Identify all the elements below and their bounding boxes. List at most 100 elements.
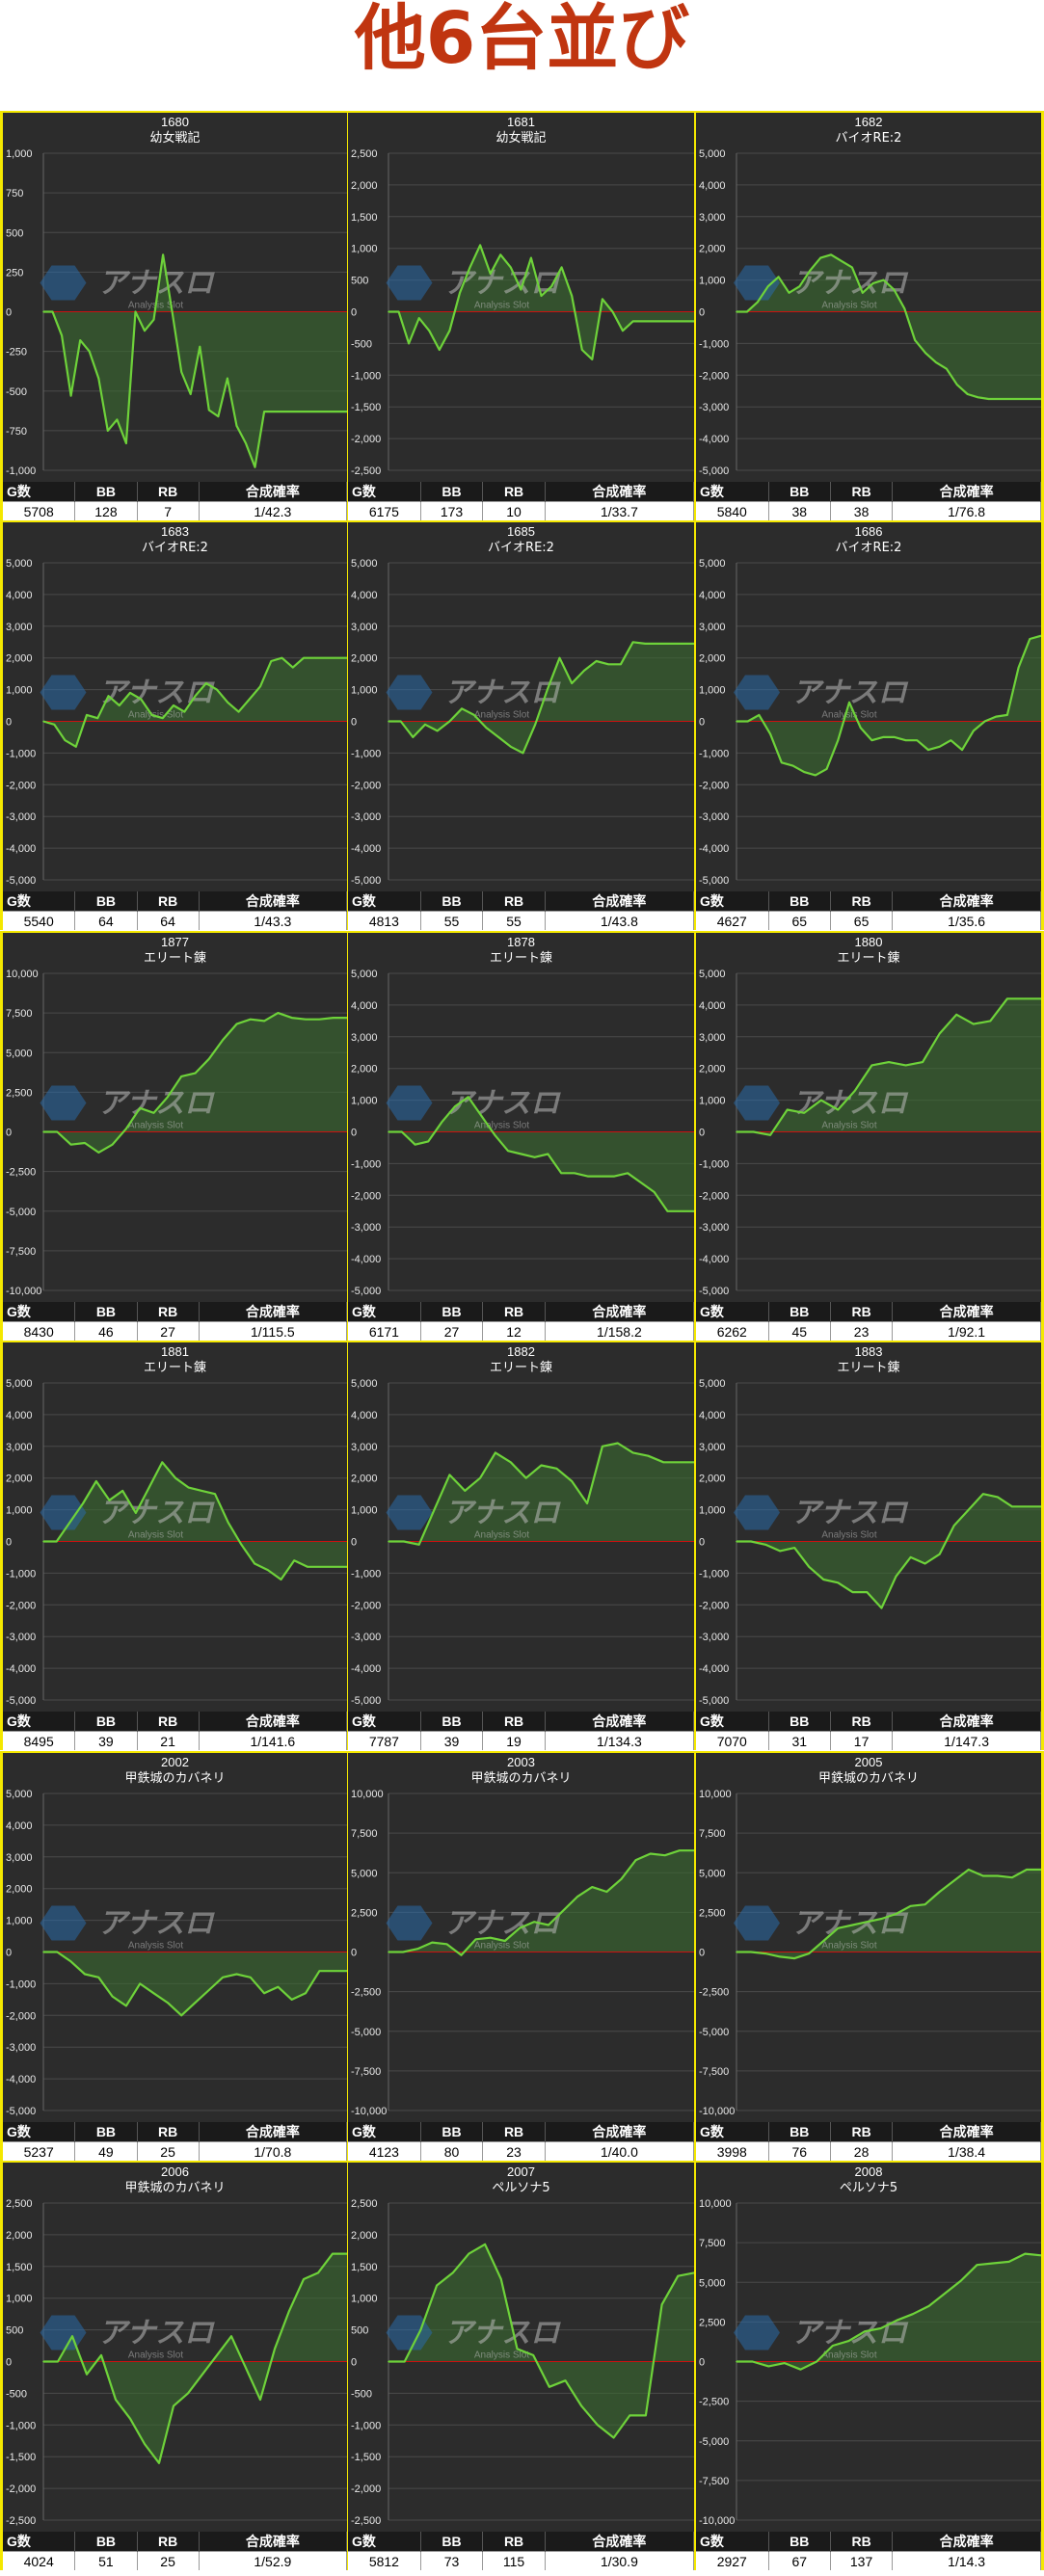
y-tick-label: 0: [351, 717, 357, 729]
data-point: [522, 752, 524, 755]
data-point: [854, 1089, 856, 1092]
y-tick-label: -2,500: [351, 1987, 381, 1999]
data-point: [764, 1543, 766, 1546]
data-point: [307, 1566, 308, 1568]
watermark-subtext: Analysis Slot: [128, 1941, 183, 1952]
y-tick-label: 2,000: [699, 1474, 726, 1485]
data-point: [108, 1499, 111, 1501]
data-point: [679, 1849, 681, 1852]
stats-table: G数 BB RB 合成確率 7787 39 19 1/134.3: [348, 1712, 694, 1750]
data-point: [82, 1502, 84, 1504]
rb-value: 23: [482, 2141, 546, 2161]
y-tick-label: 0: [6, 2357, 12, 2369]
machine-name: エリート錬: [490, 1361, 552, 1375]
y-tick-label: -1,000: [699, 338, 729, 350]
watermark-hex-icon: [734, 2315, 780, 2350]
bb-value: 55: [420, 911, 484, 930]
y-tick-label: 1,000: [6, 148, 33, 160]
data-point: [222, 1977, 224, 1978]
data-point: [888, 1061, 890, 1063]
stats-header: BB: [768, 1712, 831, 1732]
y-tick-label: 5,000: [699, 969, 726, 980]
data-point: [460, 1953, 463, 1956]
y-tick-label: -1,000: [699, 1158, 729, 1170]
data-point: [894, 736, 896, 738]
y-tick-label: 4,000: [6, 590, 33, 601]
machine-chart-panel: 1683 バイオRE:2 -5,000 -4,000 -3,000 -2,000 -1,00…: [3, 522, 347, 930]
machine-name: バイオRE:2: [488, 541, 554, 555]
rb-value: 64: [137, 911, 200, 930]
stats-header: BB: [74, 1302, 138, 1322]
data-point: [96, 717, 99, 720]
data-point: [647, 1454, 650, 1457]
y-tick-label: 5,000: [351, 1868, 378, 1879]
data-point: [779, 1550, 781, 1553]
data-point: [631, 1451, 634, 1454]
data-point: [591, 359, 594, 360]
rb-value: 115: [482, 2551, 546, 2570]
watermark-text: アナスロ: [444, 2317, 561, 2350]
data-point: [595, 660, 598, 662]
chart-svg: 2006 甲鉄城のカバネリ -2,500 -2,000 -1,500 -1,000 -500…: [6, 2164, 347, 2527]
y-tick-label: 750: [6, 188, 23, 199]
stats-header: G数: [3, 2122, 76, 2142]
watermark-hex-icon: [386, 265, 433, 301]
y-tick-label: 3,000: [6, 1442, 33, 1453]
data-point: [68, 1521, 71, 1524]
watermark-hex-icon: [386, 1085, 433, 1121]
y-tick-label: -1,000: [6, 1978, 36, 1990]
data-point: [332, 1970, 335, 1973]
machine-number: 1686: [855, 524, 883, 539]
bb-value: 38: [768, 501, 831, 520]
watermark-subtext: Analysis Slot: [474, 710, 529, 721]
data-point: [992, 2262, 994, 2265]
y-tick-label: 1,000: [6, 685, 33, 697]
data-point: [55, 1540, 58, 1543]
watermark-hex-icon: [734, 675, 780, 710]
data-point: [115, 2399, 117, 2401]
data-point: [464, 1490, 467, 1492]
stats-header: BB: [74, 891, 138, 912]
data-point: [666, 1209, 669, 1212]
data-point: [388, 1951, 389, 1953]
stats-header: 合成確率: [892, 2122, 1041, 2142]
data-point: [1040, 1505, 1041, 1508]
data-point: [837, 1108, 840, 1111]
machine-number: 2002: [161, 1755, 189, 1769]
watermark-text: アナスロ: [98, 1087, 215, 1121]
y-tick-label: -3,000: [699, 811, 729, 823]
data-point: [736, 310, 737, 313]
watermark-text: アナスロ: [444, 267, 561, 301]
y-tick-label: 1,000: [699, 1505, 726, 1517]
machine-name: バイオRE:2: [836, 131, 902, 146]
y-tick-label: -5,000: [699, 465, 729, 477]
data-point: [866, 1591, 869, 1593]
data-point: [332, 2252, 334, 2255]
machine-chart-panel: 2005 甲鉄城のカバネリ -10,000 -7,500 -5,000 -2,500 0 2,…: [696, 1753, 1041, 2161]
rate-value: 1/52.9: [199, 2551, 347, 2570]
data-point: [912, 2313, 914, 2315]
y-tick-label: 2,000: [6, 2230, 33, 2242]
rb-value: 55: [482, 911, 546, 930]
y-tick-label: 0: [699, 1537, 705, 1549]
data-point: [208, 1058, 210, 1060]
data-point: [882, 736, 884, 738]
y-tick-label: -5,000: [699, 2436, 729, 2448]
machine-chart-panel: 1880 エリート錬 -5,000 -4,000 -3,000 -2,000 -1,000 0…: [696, 933, 1041, 1341]
data-point: [736, 720, 737, 723]
data-point: [419, 2328, 422, 2331]
y-tick-label: 0: [6, 717, 12, 729]
stats-header: 合成確率: [892, 1302, 1041, 1322]
data-point: [668, 643, 671, 645]
data-point: [540, 295, 543, 297]
stats-header: 合成確率: [199, 891, 347, 912]
y-tick-label: 0: [6, 1948, 12, 1959]
data-point: [57, 2360, 59, 2363]
series-line: [43, 253, 347, 468]
data-point: [591, 1886, 594, 1888]
y-tick-label: 3,000: [699, 1442, 726, 1453]
watermark-text: アナスロ: [791, 1087, 908, 1121]
stats-table: G数 BB RB 合成確率 6262 45 23 1/92.1: [696, 1302, 1041, 1341]
